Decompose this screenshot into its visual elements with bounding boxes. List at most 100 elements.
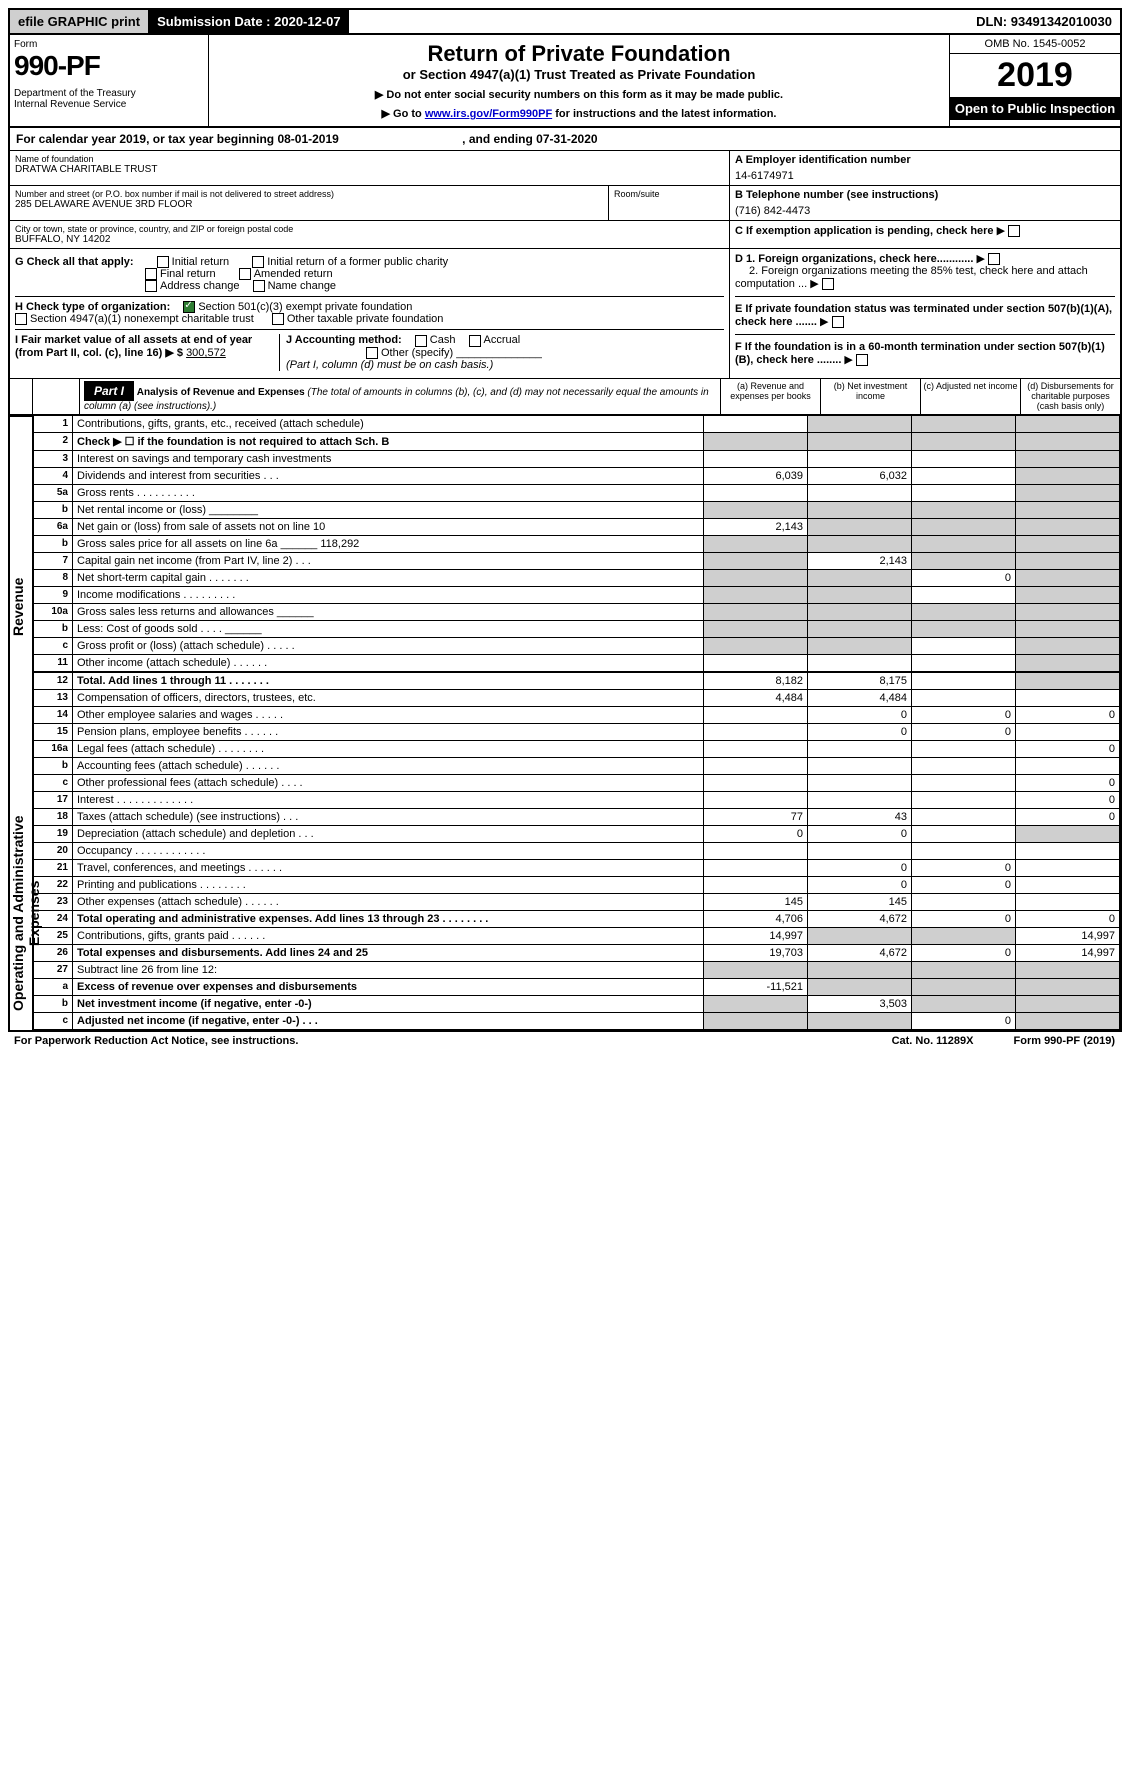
- cell-a: 2,143: [704, 518, 808, 535]
- cell-a: [704, 876, 808, 893]
- cell-a: [704, 484, 808, 501]
- row-desc: Subtract line 26 from line 12:: [73, 961, 704, 978]
- cell-d: 0: [1016, 774, 1120, 791]
- table-row: 2Check ▶ ☐ if the foundation is not requ…: [34, 432, 1120, 450]
- row-desc: Less: Cost of goods sold . . . . ______: [73, 620, 704, 637]
- j-other-checkbox[interactable]: [366, 347, 378, 359]
- h-label: H Check type of organization:: [15, 301, 170, 313]
- c-label: C If exemption application is pending, c…: [735, 225, 994, 237]
- row-number: 20: [34, 842, 73, 859]
- cell-a: 145: [704, 893, 808, 910]
- part1-title-cell: Part I Analysis of Revenue and Expenses …: [80, 379, 720, 414]
- calyear-begin: For calendar year 2019, or tax year begi…: [16, 132, 339, 146]
- cell-a: 8,182: [704, 672, 808, 690]
- g-final-checkbox[interactable]: [145, 268, 157, 280]
- cell-a: 77: [704, 808, 808, 825]
- g-amended-checkbox[interactable]: [239, 268, 251, 280]
- g-initialpub-checkbox[interactable]: [252, 256, 264, 268]
- ein-label: A Employer identification number: [735, 154, 1115, 166]
- cell-d: [1016, 995, 1120, 1012]
- h-4947-checkbox[interactable]: [15, 313, 27, 325]
- cell-d: 14,997: [1016, 944, 1120, 961]
- row-desc: Capital gain net income (from Part IV, l…: [73, 552, 704, 569]
- table-row: 24Total operating and administrative exp…: [34, 910, 1120, 927]
- cell-c: 0: [912, 910, 1016, 927]
- row-number: 1: [34, 415, 73, 432]
- cell-c: 0: [912, 876, 1016, 893]
- tax-year: 2019: [950, 54, 1120, 97]
- cell-a: [704, 859, 808, 876]
- row-desc: Compensation of officers, directors, tru…: [73, 689, 704, 706]
- j-accrual-checkbox[interactable]: [469, 335, 481, 347]
- cell-b: 0: [808, 876, 912, 893]
- h-501c3-checkbox[interactable]: [183, 301, 195, 313]
- table-row: 18Taxes (attach schedule) (see instructi…: [34, 808, 1120, 825]
- j-cash-checkbox[interactable]: [415, 335, 427, 347]
- cell-c: 0: [912, 1012, 1016, 1029]
- page-footer: For Paperwork Reduction Act Notice, see …: [8, 1032, 1121, 1050]
- side-spacer: [10, 379, 33, 414]
- cell-c: [912, 689, 1016, 706]
- row-desc: Net short-term capital gain . . . . . . …: [73, 569, 704, 586]
- e-checkbox[interactable]: [832, 316, 844, 328]
- cell-d: [1016, 842, 1120, 859]
- table-row: 19Depreciation (attach schedule) and dep…: [34, 825, 1120, 842]
- cell-a: [704, 586, 808, 603]
- cell-b: 3,503: [808, 995, 912, 1012]
- row-number: 21: [34, 859, 73, 876]
- cell-b: [808, 535, 912, 552]
- c-cell: C If exemption application is pending, c…: [730, 221, 1120, 249]
- cell-d: [1016, 961, 1120, 978]
- d1-checkbox[interactable]: [988, 253, 1000, 265]
- cell-b: [808, 637, 912, 654]
- row-desc: Net investment income (if negative, ente…: [73, 995, 704, 1012]
- submission-date: Submission Date : 2020-12-07: [149, 10, 349, 33]
- d1-label: D 1. Foreign organizations, check here..…: [735, 253, 973, 265]
- row-desc: Contributions, gifts, grants paid . . . …: [73, 927, 704, 944]
- cell-b: 8,175: [808, 672, 912, 690]
- cell-c: [912, 415, 1016, 432]
- cell-a: [704, 961, 808, 978]
- footer-left: For Paperwork Reduction Act Notice, see …: [14, 1035, 298, 1047]
- cell-c: [912, 501, 1016, 518]
- h-other-checkbox[interactable]: [272, 313, 284, 325]
- g-initial-checkbox[interactable]: [157, 256, 169, 268]
- efile-label[interactable]: efile GRAPHIC print: [10, 10, 149, 33]
- cell-a: 0: [704, 825, 808, 842]
- cell-c: [912, 450, 1016, 467]
- cell-d: [1016, 569, 1120, 586]
- cell-c: 0: [912, 569, 1016, 586]
- cell-a: 6,039: [704, 467, 808, 484]
- g-addr: Address change: [160, 280, 240, 292]
- cell-c: [912, 586, 1016, 603]
- part1-header: Part I Analysis of Revenue and Expenses …: [10, 379, 1120, 415]
- g-name-checkbox[interactable]: [253, 280, 265, 292]
- cell-b: [808, 518, 912, 535]
- row-number: c: [34, 637, 73, 654]
- cell-d: 0: [1016, 791, 1120, 808]
- d2-checkbox[interactable]: [822, 278, 834, 290]
- row-desc: Printing and publications . . . . . . . …: [73, 876, 704, 893]
- cell-d: [1016, 586, 1120, 603]
- f-checkbox[interactable]: [856, 354, 868, 366]
- part1-body: Revenue Operating and Administrative Exp…: [10, 415, 1120, 1030]
- row-number: 15: [34, 723, 73, 740]
- cell-a: [704, 535, 808, 552]
- footer-right: Form 990-PF (2019): [1014, 1035, 1116, 1047]
- cell-d: [1016, 467, 1120, 484]
- g-name: Name change: [268, 280, 337, 292]
- c-checkbox[interactable]: [1008, 225, 1020, 237]
- i-value: 300,572: [186, 347, 226, 359]
- row-number: 19: [34, 825, 73, 842]
- room-label: Room/suite: [614, 189, 724, 199]
- cell-a: [704, 603, 808, 620]
- cell-c: [912, 740, 1016, 757]
- g-addr-checkbox[interactable]: [145, 280, 157, 292]
- cell-a: [704, 620, 808, 637]
- instructions-link[interactable]: www.irs.gov/Form990PF: [425, 108, 552, 120]
- h-row: H Check type of organization: Section 50…: [15, 296, 724, 329]
- cell-c: [912, 432, 1016, 450]
- city-label: City or town, state or province, country…: [15, 224, 724, 234]
- cell-b: [808, 654, 912, 672]
- cell-a: [704, 774, 808, 791]
